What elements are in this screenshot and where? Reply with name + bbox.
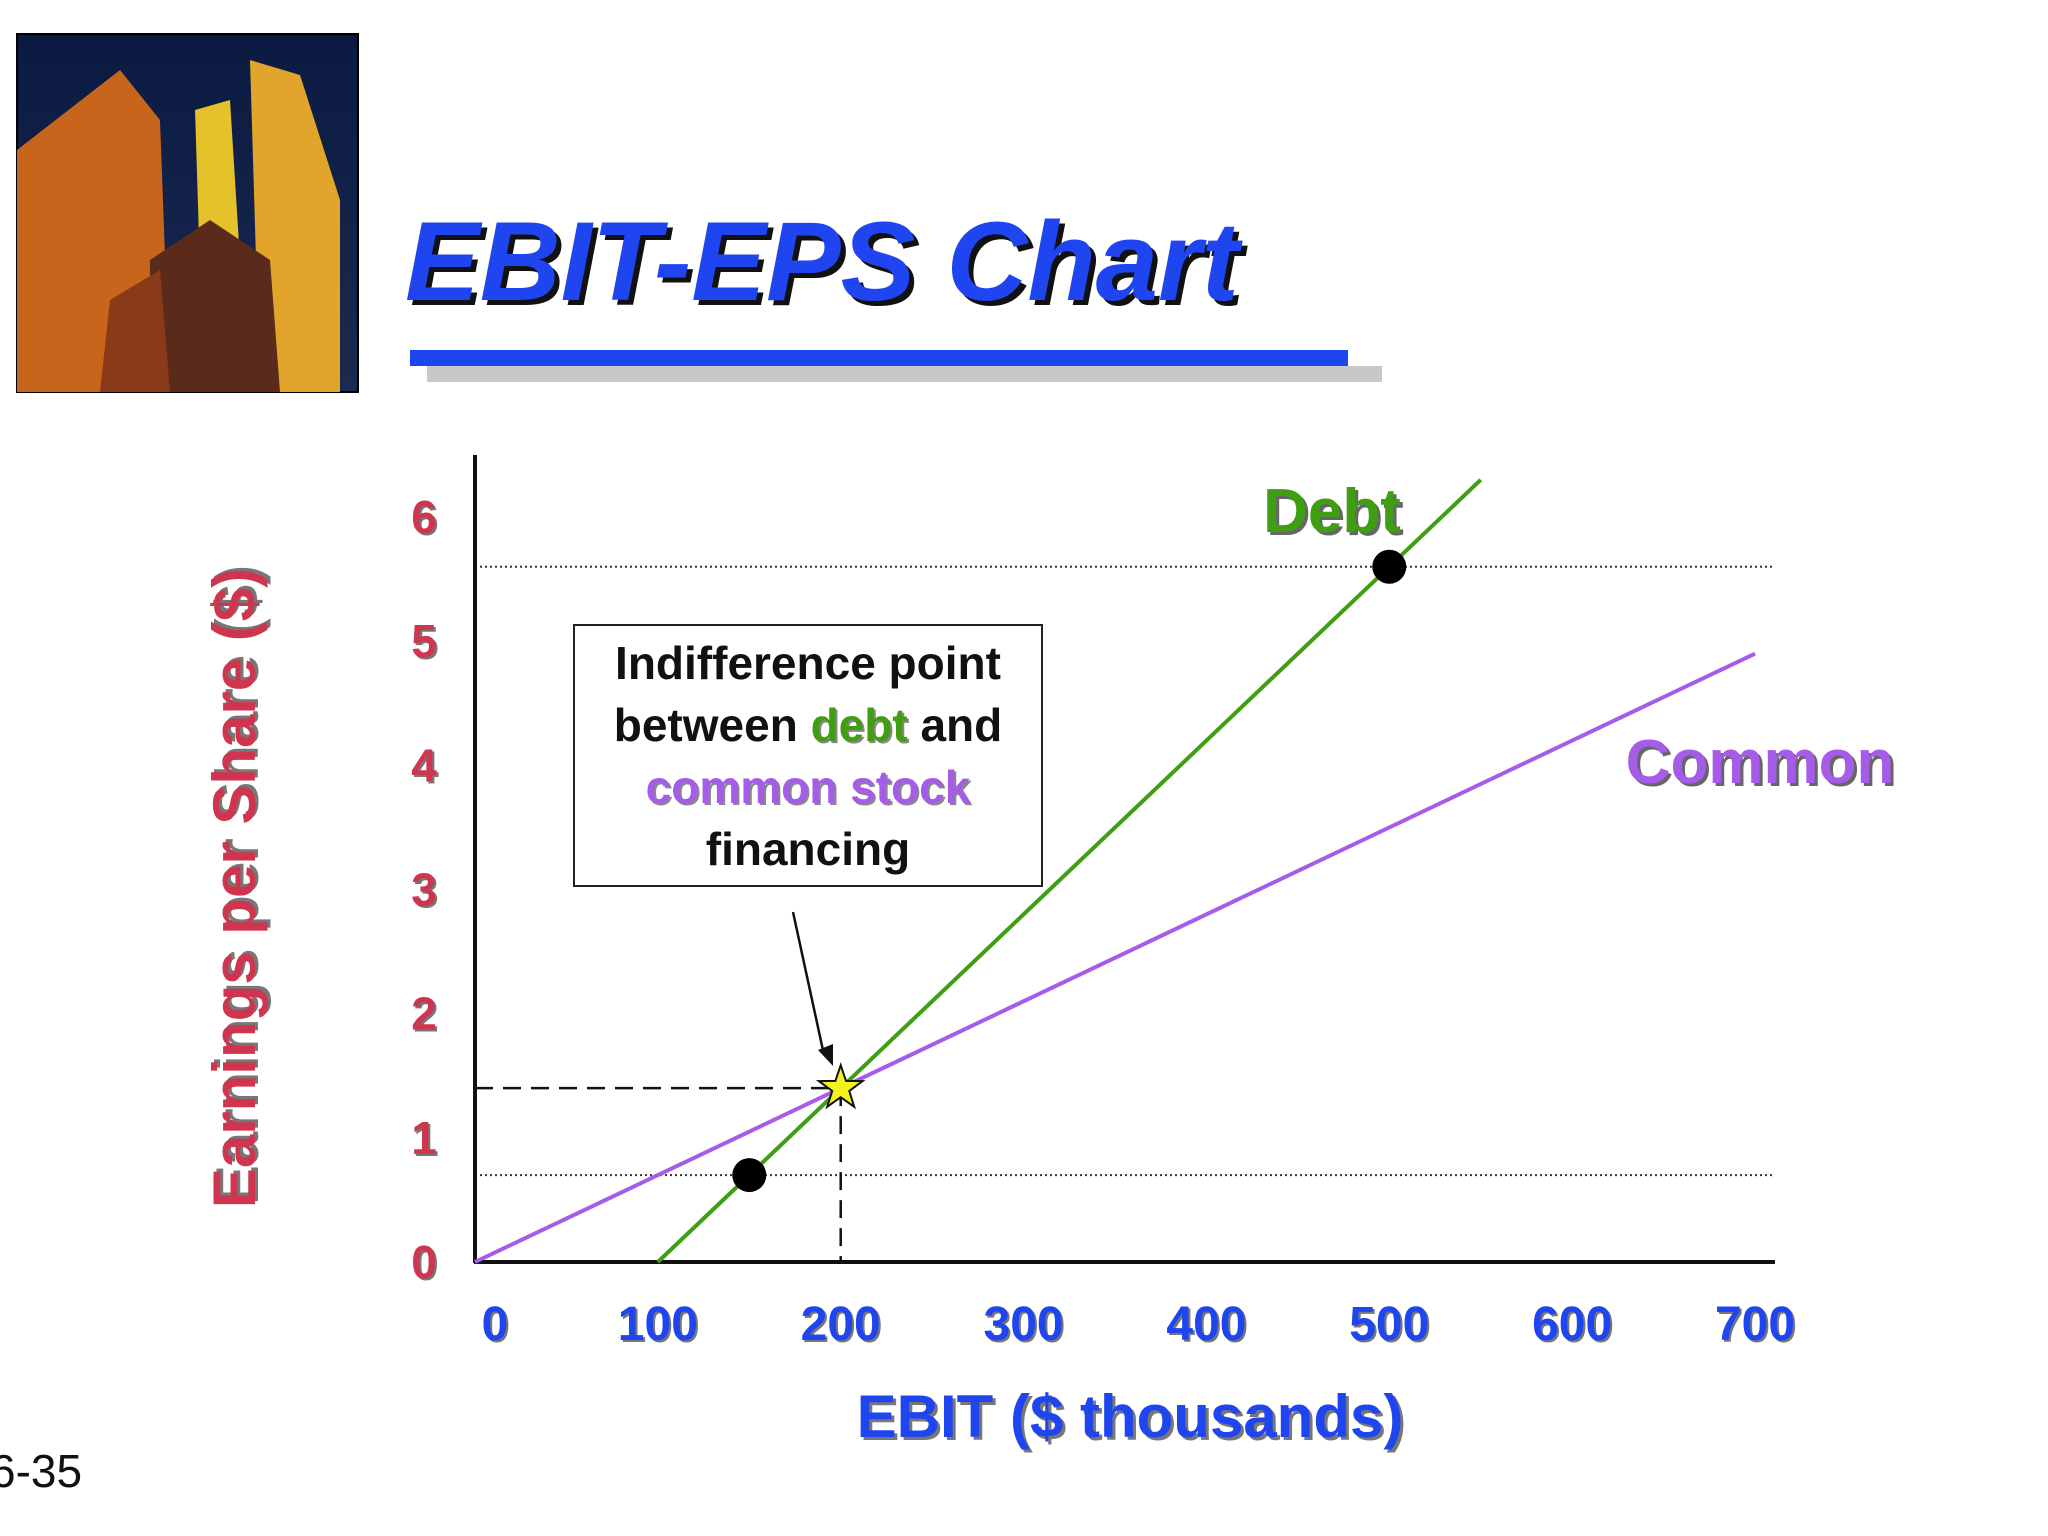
callout-word: and	[920, 698, 1003, 751]
series-line	[656, 478, 1483, 1264]
callout-word: between	[613, 698, 798, 751]
x-tick-label: 0	[482, 1298, 509, 1351]
y-tick-label: 4	[411, 739, 437, 791]
title-underline-shadow	[427, 366, 1382, 382]
callout-line: financing	[705, 822, 911, 875]
callout-word: debt	[810, 698, 908, 751]
callout-line: Indifference point	[615, 636, 1001, 689]
title-underline	[410, 350, 1348, 366]
series-line	[474, 651, 1756, 1264]
photo	[16, 33, 359, 393]
slide-number: 6-35	[0, 1445, 82, 1497]
y-tick-label: 6	[411, 491, 437, 543]
y-tick-label: 3	[411, 864, 437, 916]
data-point	[732, 1158, 767, 1193]
callout-arrow	[791, 911, 826, 1056]
callout-arrowhead	[818, 1044, 833, 1066]
chart-title: EBIT-EPS Chart	[405, 199, 1244, 324]
indifference-star	[815, 1062, 866, 1110]
callout-line: between debt and	[614, 694, 1003, 756]
y-tick-label: 0	[411, 1236, 437, 1288]
series-label: Debt	[1263, 477, 1401, 546]
x-tick-label: 400	[1166, 1298, 1246, 1351]
y-tick-label: 5	[411, 615, 437, 667]
x-tick-label: 700	[1715, 1298, 1795, 1351]
callout: Indifference point between debt and comm…	[573, 624, 1043, 887]
x-tick-label: 100	[618, 1298, 698, 1351]
x-tick-label: 500	[1349, 1298, 1429, 1351]
series-label: Common	[1626, 728, 1895, 797]
x-tick-label: 600	[1532, 1298, 1612, 1351]
y-tick-label: 1	[411, 1112, 437, 1164]
x-tick-label: 300	[984, 1298, 1064, 1351]
x-axis-label: EBIT ($ thousands)	[857, 1383, 1404, 1450]
y-axis-label: Earnings per Share ($)	[201, 568, 268, 1208]
x-tick-label: 200	[801, 1298, 881, 1351]
y-tick-label: 2	[411, 988, 437, 1040]
callout-line: common stock	[645, 760, 971, 813]
data-point	[1372, 549, 1407, 584]
